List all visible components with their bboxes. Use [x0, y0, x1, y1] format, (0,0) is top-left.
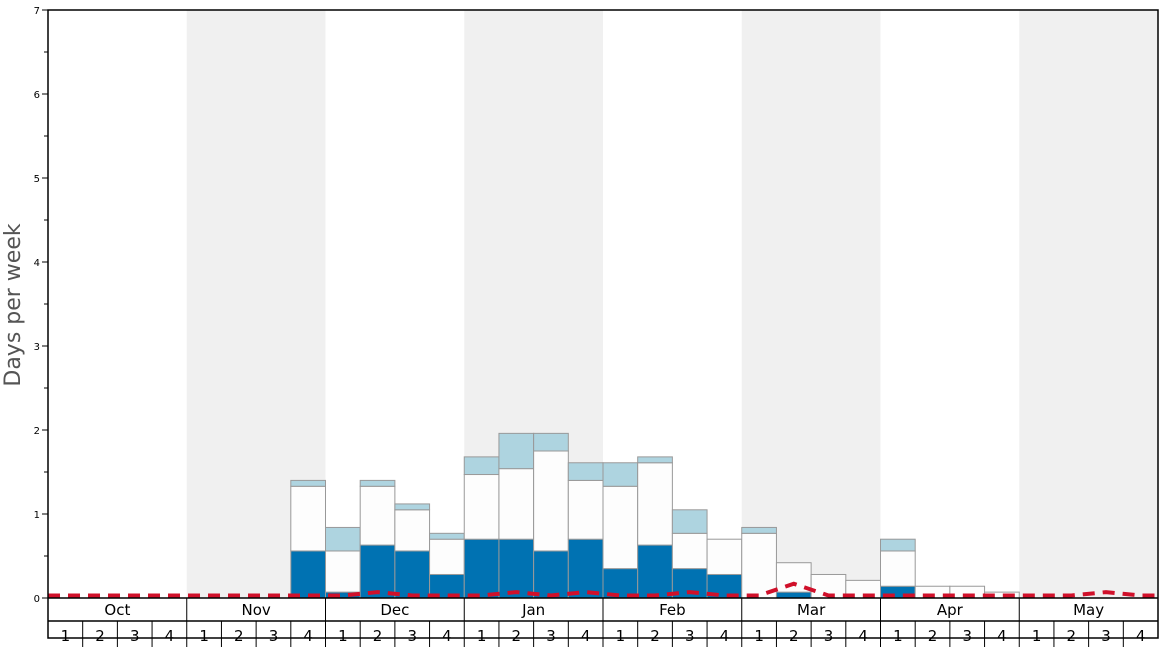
bar-dark	[637, 544, 673, 599]
y-axis-label: Days per week	[1, 223, 26, 386]
bar-white	[706, 538, 743, 575]
x-axis: Oct Nov Dec Jan Feb Mar Apr May 1 2 3 4 1 2 3 4 1 2 3 4 1 2 3 4…	[61, 598, 1146, 647]
week-label: 3	[407, 627, 417, 645]
bar-white	[359, 485, 396, 546]
week-label: 2	[512, 627, 522, 645]
bar-light	[671, 509, 708, 534]
week-label: 4	[303, 627, 313, 645]
bar-light	[637, 456, 673, 464]
bar-light	[741, 526, 777, 534]
month-label: Jan	[521, 601, 545, 619]
bar-dark	[359, 544, 396, 599]
bar-dark	[498, 538, 535, 599]
bar-white	[567, 479, 604, 540]
month-label: Apr	[937, 601, 964, 619]
y-tick-label: 0	[34, 594, 40, 605]
week-label: 1	[893, 627, 903, 645]
bar-dark	[290, 550, 326, 599]
y-tick-label: 2	[34, 426, 40, 437]
month-shading	[186, 10, 1158, 598]
bar-light	[498, 432, 535, 470]
week-label: 2	[373, 627, 383, 645]
month-label: Mar	[797, 601, 826, 619]
week-label: 2	[650, 627, 660, 645]
y-axis: 0 1 2 3 4 5 6 7	[34, 6, 48, 605]
week-label: 2	[928, 627, 938, 645]
bar-dark	[463, 538, 500, 599]
month-label: May	[1073, 601, 1104, 619]
week-label: 2	[789, 627, 799, 645]
month-label: Feb	[659, 601, 686, 619]
week-label: 4	[720, 627, 730, 645]
bar-light	[880, 538, 916, 552]
month-label: Nov	[241, 601, 270, 619]
week-label: 1	[199, 627, 209, 645]
bar-white	[671, 532, 708, 570]
bar-series	[290, 432, 1020, 599]
y-tick-label: 6	[34, 90, 40, 101]
dashed-line-series	[48, 581, 1158, 598]
bar-white	[741, 532, 777, 599]
week-label: 1	[1032, 627, 1042, 645]
week-label: 3	[962, 627, 972, 645]
week-label: 2	[1067, 627, 1077, 645]
bar-light	[463, 456, 500, 476]
bar-dark	[533, 550, 569, 599]
bar-light	[602, 462, 639, 487]
bar-white	[498, 468, 535, 540]
y-tick-label: 7	[34, 6, 40, 17]
week-label: 1	[61, 627, 71, 645]
y-tick-label: 3	[34, 342, 40, 353]
week-label: 4	[997, 627, 1007, 645]
bar-light	[429, 532, 465, 540]
week-label: 4	[1136, 627, 1146, 645]
bar-white	[602, 485, 639, 570]
bar-dark	[775, 591, 812, 599]
bar-white	[533, 450, 569, 552]
week-label: 3	[130, 627, 140, 645]
bar-light	[394, 503, 431, 511]
week-label: 4	[581, 627, 591, 645]
month-band	[1019, 10, 1158, 598]
bar-white	[290, 485, 326, 552]
bar-dark	[567, 538, 604, 599]
bar-white	[880, 550, 916, 587]
bar-light	[290, 479, 326, 487]
bar-dark	[394, 550, 431, 599]
week-label: 1	[616, 627, 626, 645]
week-label: 2	[234, 627, 244, 645]
week-label: 3	[546, 627, 556, 645]
dashed-line	[48, 581, 1158, 598]
month-label: Oct	[104, 601, 130, 619]
week-label: 1	[338, 627, 348, 645]
bar-light	[359, 479, 396, 487]
y-tick-label: 5	[34, 174, 40, 185]
month-label: Dec	[380, 601, 409, 619]
bar-white	[394, 509, 431, 552]
week-label: 3	[824, 627, 834, 645]
bar-white	[463, 474, 500, 540]
y-tick-label: 4	[34, 258, 40, 269]
bar-light	[533, 432, 569, 452]
month-band	[741, 10, 881, 598]
bar-white	[429, 538, 465, 575]
bar-light	[325, 526, 361, 552]
week-label: 1	[754, 627, 764, 645]
week-label: 3	[269, 627, 279, 645]
week-label: 1	[477, 627, 487, 645]
week-label: 3	[685, 627, 695, 645]
week-label: 4	[858, 627, 868, 645]
bar-light	[567, 462, 604, 481]
week-label: 3	[1101, 627, 1111, 645]
week-label: 4	[442, 627, 452, 645]
week-label: 4	[165, 627, 175, 645]
bar-white	[325, 550, 361, 593]
bar-white	[637, 462, 673, 546]
y-tick-label: 1	[34, 510, 40, 521]
week-label: 2	[95, 627, 105, 645]
